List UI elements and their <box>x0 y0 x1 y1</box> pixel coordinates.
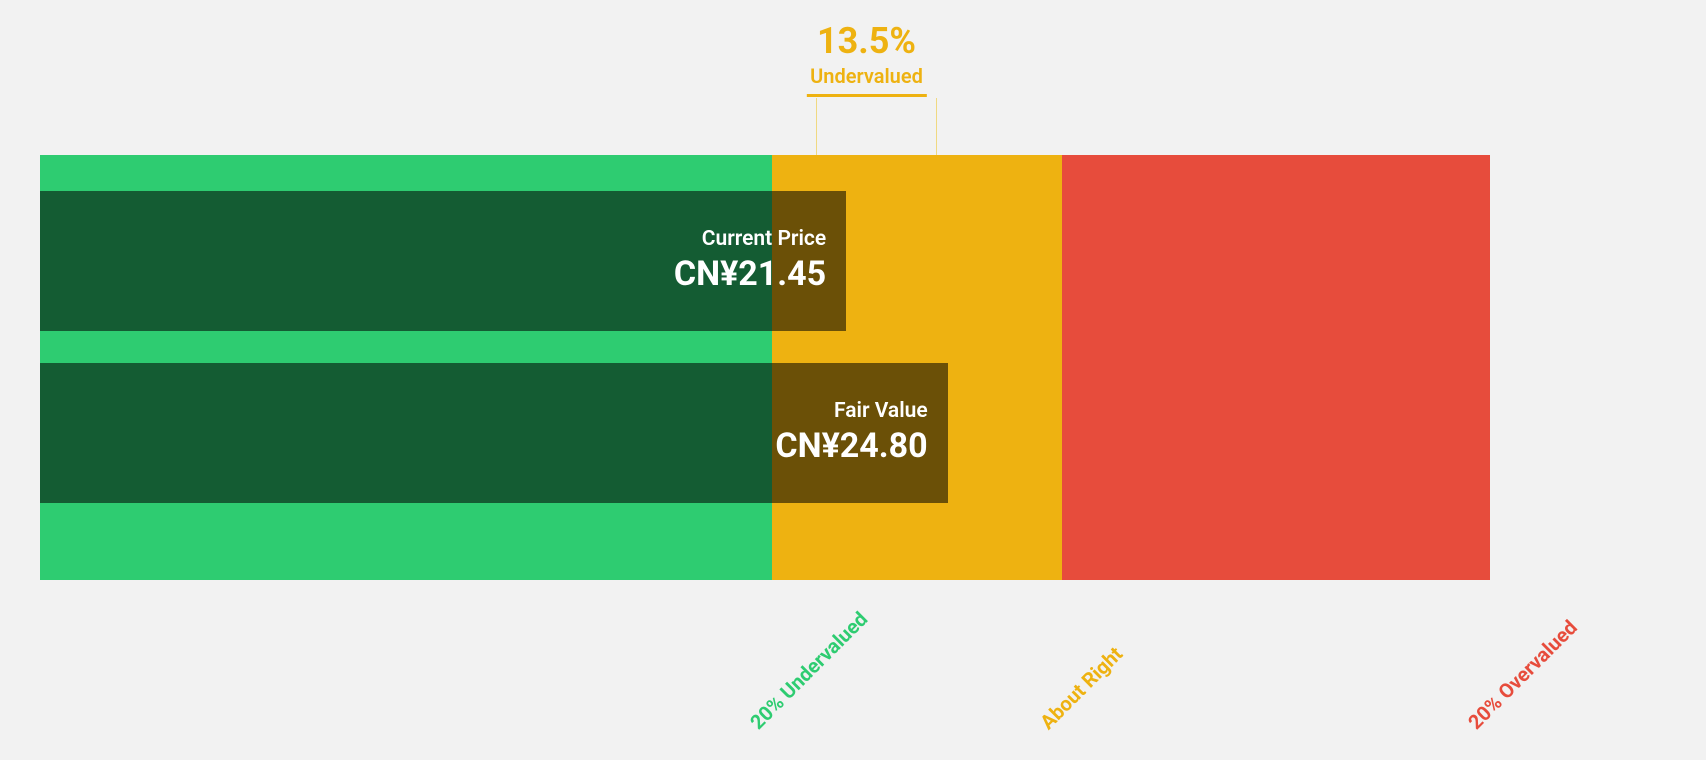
valuation-underline <box>806 94 926 97</box>
current-price-label: Current Price <box>674 227 826 252</box>
current-price-value: CN¥21.45 <box>674 254 826 295</box>
fair-value-text: Fair Value CN¥24.80 <box>775 399 927 467</box>
header-dropline-left <box>816 98 817 155</box>
zone-label-undervalued: 20% Undervalued <box>745 607 872 734</box>
valuation-chart: 13.5% Undervalued Current Price CN¥21.45… <box>0 0 1706 760</box>
fair-value-value: CN¥24.80 <box>775 426 927 467</box>
zone-overvalued <box>1062 155 1490 580</box>
valuation-sublabel: Undervalued <box>806 64 926 88</box>
fair-value-bar: Fair Value CN¥24.80 <box>40 363 948 503</box>
zone-label-overvalued: 20% Overvalued <box>1463 615 1582 734</box>
valuation-header: 13.5% Undervalued <box>806 22 926 97</box>
chart-body: Current Price CN¥21.45 Fair Value CN¥24.… <box>40 155 1490 580</box>
header-dropline-right <box>936 98 937 155</box>
current-price-bar: Current Price CN¥21.45 <box>40 191 846 331</box>
zone-label-about-right: About Right <box>1035 642 1127 734</box>
current-price-text: Current Price CN¥21.45 <box>674 227 826 295</box>
valuation-percent: 13.5% <box>806 22 926 62</box>
fair-value-label: Fair Value <box>775 399 927 424</box>
